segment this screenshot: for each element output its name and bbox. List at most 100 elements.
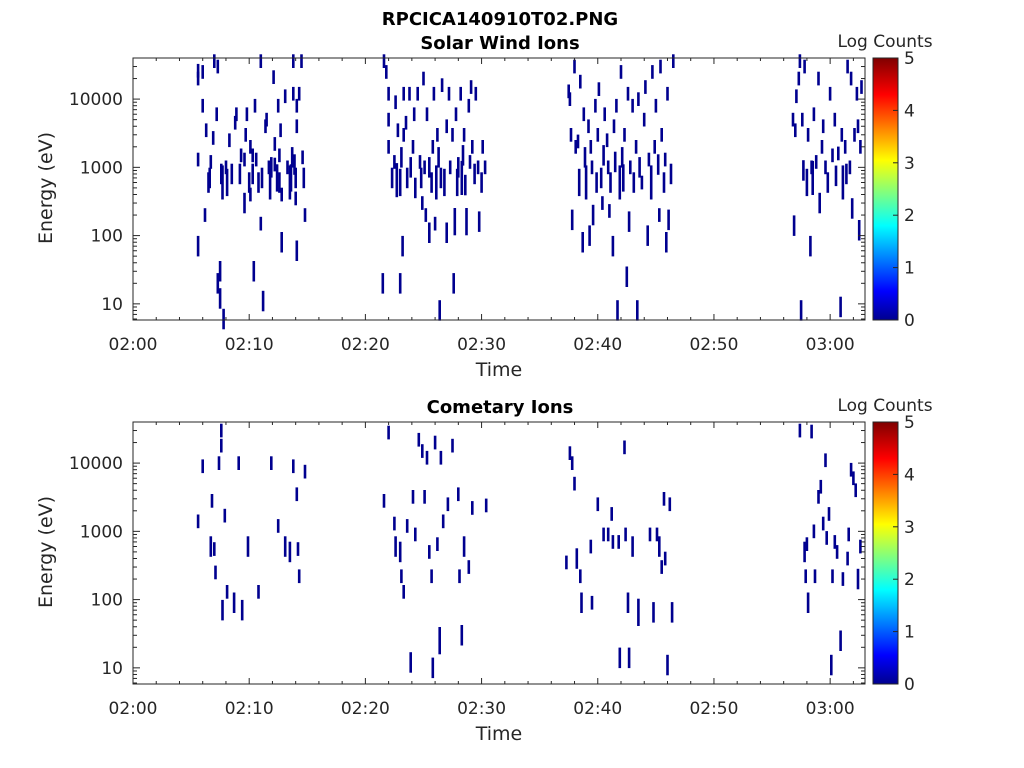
event-mark xyxy=(396,123,400,138)
event-mark xyxy=(278,148,281,163)
event-mark xyxy=(273,137,277,151)
x-tick-label: 03:00 xyxy=(806,335,855,355)
event-mark xyxy=(441,514,445,529)
event-mark xyxy=(445,222,448,243)
y-tick-label: 1000 xyxy=(80,522,123,542)
event-mark xyxy=(268,165,272,200)
event-mark xyxy=(827,507,831,521)
event-mark xyxy=(804,569,807,584)
event-mark xyxy=(395,163,399,198)
event-mark xyxy=(398,168,402,197)
event-mark xyxy=(610,507,613,521)
event-mark xyxy=(824,160,827,175)
x-tick-label: 02:20 xyxy=(341,699,390,719)
event-mark xyxy=(856,568,860,590)
event-mark xyxy=(288,541,292,563)
event-mark xyxy=(439,450,443,465)
event-mark xyxy=(663,152,667,167)
event-mark xyxy=(251,148,254,163)
event-mark xyxy=(818,192,821,214)
event-mark xyxy=(196,235,200,257)
event-mark xyxy=(828,86,832,101)
event-mark xyxy=(595,172,598,193)
event-mark xyxy=(400,569,403,584)
event-mark xyxy=(841,165,845,200)
event-mark xyxy=(662,492,666,506)
event-mark xyxy=(398,273,402,294)
y-tick-label: 10 xyxy=(101,659,123,679)
event-mark xyxy=(631,98,634,113)
event-mark xyxy=(669,163,673,185)
event-mark xyxy=(602,145,605,166)
event-mark xyxy=(798,54,802,68)
event-mark xyxy=(467,560,471,574)
event-mark xyxy=(792,215,796,236)
event-mark xyxy=(835,545,839,559)
event-mark xyxy=(402,128,405,142)
event-mark xyxy=(587,119,590,134)
colorbar-ticks: 0 1 2 3 4 5 xyxy=(893,413,915,695)
event-mark xyxy=(290,147,294,168)
colorbar-tick-label: 5 xyxy=(904,49,915,69)
event-mark xyxy=(382,494,386,508)
event-mark xyxy=(214,565,217,580)
event-mark xyxy=(239,148,243,163)
event-mark xyxy=(819,479,823,494)
colorbar xyxy=(872,57,899,321)
event-mark xyxy=(848,160,852,175)
event-mark xyxy=(220,423,223,438)
event-mark xyxy=(632,172,636,193)
event-mark xyxy=(575,548,579,569)
event-mark xyxy=(474,86,478,101)
event-mark xyxy=(847,527,850,542)
event-mark xyxy=(459,86,462,101)
event-mark xyxy=(608,204,611,218)
event-mark xyxy=(443,168,446,197)
event-mark xyxy=(846,551,849,566)
event-mark xyxy=(390,167,394,189)
event-mark xyxy=(260,167,264,189)
event-mark xyxy=(581,232,584,253)
event-mark xyxy=(423,160,426,175)
event-mark xyxy=(579,74,582,89)
event-mark xyxy=(603,107,606,122)
event-mark xyxy=(471,501,474,515)
event-mark xyxy=(223,508,227,523)
event-mark xyxy=(594,98,597,113)
event-mark xyxy=(252,261,256,282)
event-mark xyxy=(666,654,669,676)
event-mark xyxy=(294,167,297,189)
event-mark xyxy=(447,86,451,101)
event-mark xyxy=(387,112,390,127)
event-mark xyxy=(567,84,570,99)
event-mark xyxy=(286,160,289,175)
event-mark xyxy=(809,235,812,257)
event-mark xyxy=(623,128,626,142)
event-mark xyxy=(591,204,595,226)
event-mark xyxy=(573,59,576,74)
event-mark xyxy=(583,147,587,168)
event-mark xyxy=(672,54,675,68)
event-mark xyxy=(653,140,656,154)
event-mark xyxy=(812,107,816,122)
colorbar-tick-label: 4 xyxy=(904,101,915,121)
event-mark xyxy=(297,569,301,584)
event-mark xyxy=(430,569,433,584)
event-mark xyxy=(220,438,223,453)
event-mark xyxy=(272,70,275,84)
event-mark xyxy=(408,86,411,101)
event-mark xyxy=(431,140,435,154)
event-mark xyxy=(417,432,421,447)
cometary-ions-panel: Cometary Ions Log Counts Time Energy (eV… xyxy=(35,396,933,745)
event-mark xyxy=(421,444,424,458)
y-axis-label: Energy (eV) xyxy=(35,132,57,244)
event-mark xyxy=(452,273,455,294)
event-mark xyxy=(387,86,390,101)
event-mark xyxy=(805,537,809,551)
event-mark xyxy=(652,602,655,623)
event-mark xyxy=(283,536,287,557)
event-mark xyxy=(257,585,260,599)
event-mark xyxy=(574,140,577,154)
event-mark xyxy=(208,167,211,189)
event-mark xyxy=(387,140,390,154)
